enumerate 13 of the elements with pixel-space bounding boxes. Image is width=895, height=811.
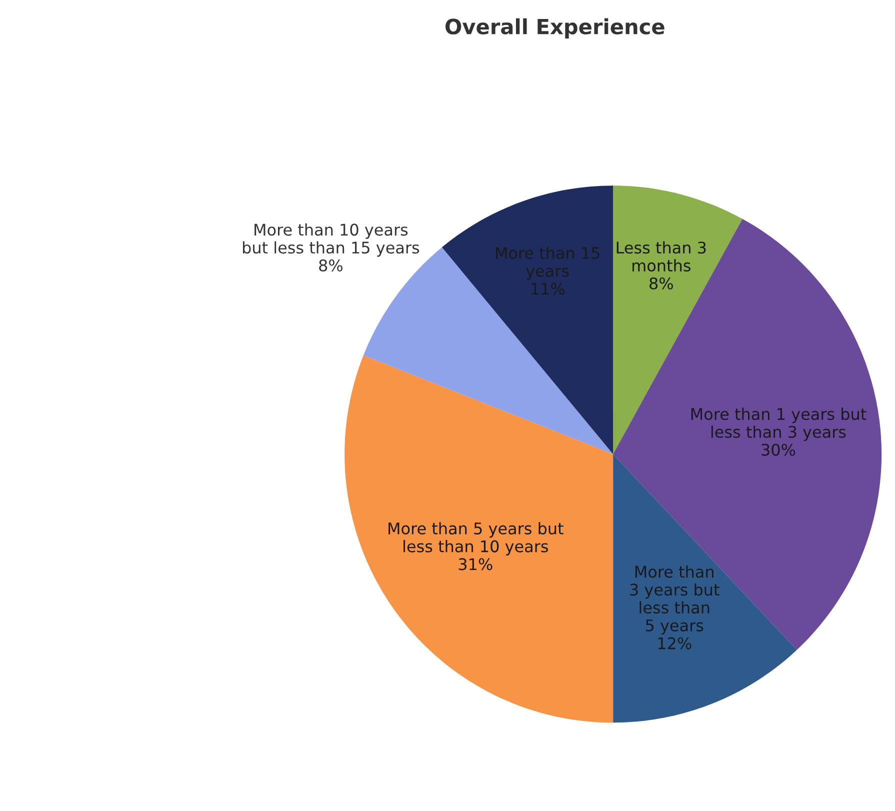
slice-label: More than 10 years but less than 15 years xyxy=(242,223,420,257)
slice-label: More than 5 years but less than 10 years xyxy=(388,522,564,556)
data-label: 31% xyxy=(458,558,492,570)
data-label: 30% xyxy=(762,444,796,456)
slice-label: More than 15 years xyxy=(496,246,600,280)
slice-label: More than 3 years but less than 5 years xyxy=(630,565,720,635)
data-label: 8% xyxy=(650,277,673,290)
slice-label: More than 1 years but less than 3 years xyxy=(691,408,866,442)
data-label: 8% xyxy=(319,259,342,272)
chart-title: Overall Experience xyxy=(446,18,664,38)
slice-label: Less than 3 months xyxy=(616,241,706,272)
data-label: 12% xyxy=(658,637,692,650)
data-label: 11% xyxy=(532,282,564,295)
